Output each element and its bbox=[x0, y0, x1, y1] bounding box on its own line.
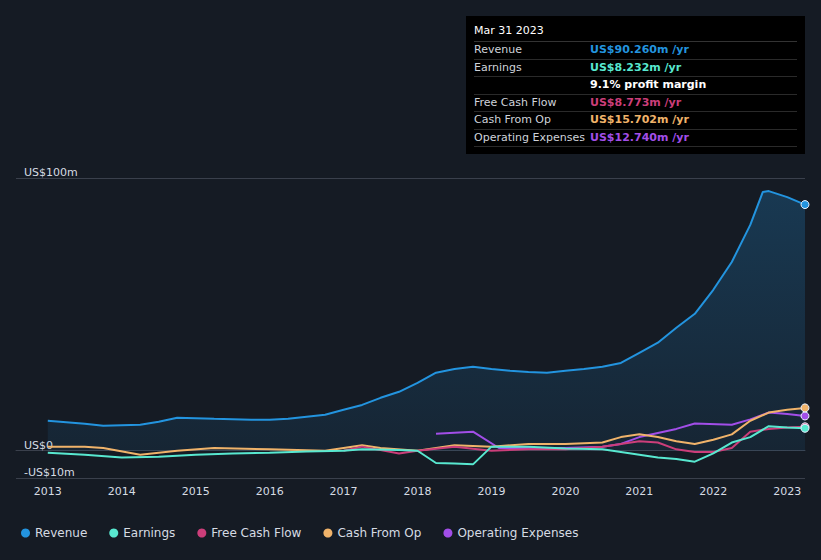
svg-text:2016: 2016 bbox=[256, 485, 284, 498]
html-text:9.1% profit margin: 9.1% profit margin bbox=[590, 78, 707, 91]
svg-text:Earnings: Earnings bbox=[123, 526, 175, 540]
html-text:Operating Expenses: Operating Expenses bbox=[474, 130, 585, 144]
svg-text:Free Cash Flow: Free Cash Flow bbox=[211, 526, 301, 540]
html-text:Mar 31 2023: Mar 31 2023 bbox=[474, 24, 544, 37]
html-text:US$90.260m /yr: US$90.260m /yr bbox=[590, 43, 689, 56]
html-text:Revenue: Revenue bbox=[474, 43, 522, 56]
svg-text:2023: 2023 bbox=[773, 485, 801, 498]
svg-text:2022: 2022 bbox=[699, 485, 727, 498]
svg-text:2018: 2018 bbox=[404, 485, 432, 498]
svg-text:2014: 2014 bbox=[108, 485, 136, 498]
svg-text:-US$10m: -US$10m bbox=[24, 466, 75, 479]
svg-text:2015: 2015 bbox=[182, 485, 210, 498]
svg-text:Revenue: Revenue bbox=[35, 526, 87, 540]
html-text:Earnings: Earnings bbox=[474, 60, 522, 74]
html-text:US$15.702m /yr: US$15.702m /yr bbox=[590, 113, 689, 126]
svg-text:2017: 2017 bbox=[330, 485, 358, 498]
html-text:US$8.232m /yr: US$8.232m /yr bbox=[590, 60, 682, 74]
svg-text:US$100m: US$100m bbox=[24, 166, 78, 179]
svg-text:2019: 2019 bbox=[477, 485, 505, 498]
html-text:US$8.773m /yr: US$8.773m /yr bbox=[590, 95, 682, 109]
svg-text:Operating Expenses: Operating Expenses bbox=[457, 526, 578, 540]
svg-text:US$0: US$0 bbox=[24, 438, 53, 452]
svg-text:2021: 2021 bbox=[625, 485, 653, 498]
html-text:Free Cash Flow: Free Cash Flow bbox=[474, 95, 557, 109]
svg-text:Cash From Op: Cash From Op bbox=[337, 526, 421, 540]
svg-text:2020: 2020 bbox=[551, 485, 579, 498]
svg-text:2013: 2013 bbox=[34, 485, 62, 498]
html-text:Cash From Op: Cash From Op bbox=[474, 113, 551, 126]
html-text:US$12.740m /yr: US$12.740m /yr bbox=[590, 130, 689, 144]
